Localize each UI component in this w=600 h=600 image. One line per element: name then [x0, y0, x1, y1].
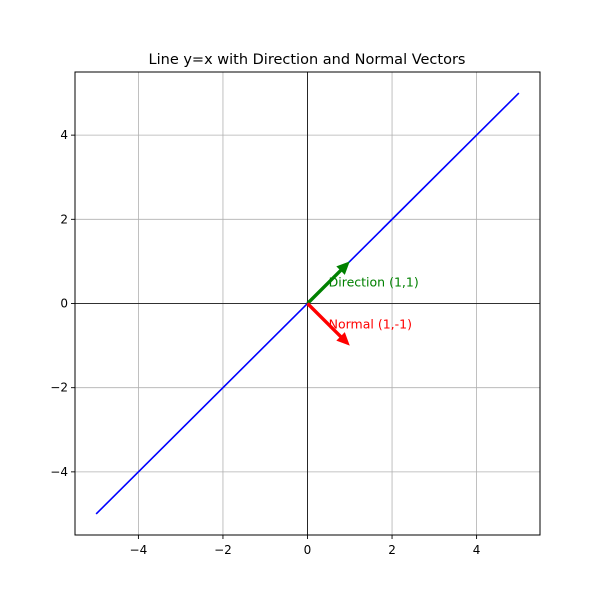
normal-vector-label: Normal (1,-1)	[329, 317, 412, 332]
chart-title: Line y=x with Direction and Normal Vecto…	[149, 52, 466, 68]
x-tick-label: 2	[388, 543, 396, 557]
x-tick-label: 0	[304, 543, 312, 557]
y-tick-label: 2	[60, 212, 68, 226]
x-tick-label: −4	[130, 543, 148, 557]
y-tick-label: −2	[50, 381, 68, 395]
vector-layer: Direction (1,1) Normal (1,-1)	[306, 261, 419, 346]
direction-vector-arrow	[306, 261, 350, 305]
y-tick-label: 0	[60, 297, 68, 311]
y-tick-label: −4	[50, 465, 68, 479]
x-tick-label: 4	[473, 543, 481, 557]
y-tick-label: 4	[60, 128, 68, 142]
x-tick-label: −2	[214, 543, 232, 557]
normal-vector-arrow	[306, 302, 350, 346]
tick-layer: −4 −2 0 2 4 −4 −2 0 2 4	[50, 128, 480, 557]
direction-vector-label: Direction (1,1)	[329, 274, 419, 289]
